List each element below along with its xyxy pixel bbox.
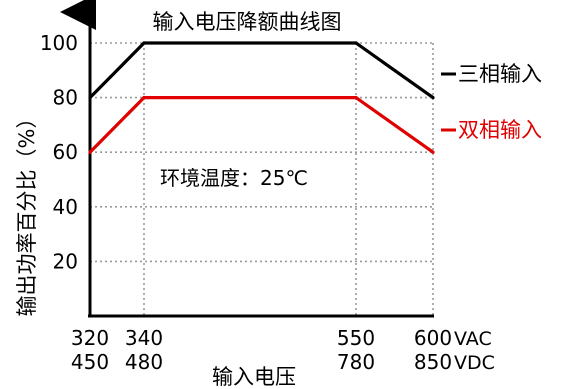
x-tick-label-dc: 480 [125, 350, 163, 374]
legend-label-two-phase: 双相输入 [458, 118, 542, 142]
series-line-0 [88, 41, 434, 99]
data-point [88, 96, 92, 100]
legend-label-three-phase: 三相输入 [458, 62, 542, 86]
data-point [354, 96, 358, 100]
series-line-1 [88, 95, 434, 154]
y-tick-label: 80 [53, 86, 78, 110]
data-point [88, 150, 92, 154]
x-unit-ac: VAC [454, 328, 492, 350]
x-tick-label: 600 [414, 326, 452, 350]
x-tick-label-dc: 780 [337, 350, 375, 374]
x-axis-label: 输入电压 [212, 365, 296, 389]
x-tick-label: 550 [337, 326, 375, 350]
x-tick-label-dc: 850 [414, 350, 452, 374]
data-point [142, 41, 146, 45]
data-point [431, 150, 435, 154]
y-tick-labels: 20 40 60 80 100 [40, 31, 78, 273]
data-point [354, 41, 358, 45]
x-unit-dc: VDC [454, 352, 495, 374]
y-axis-label: 输出功率百分比（%） [15, 108, 39, 317]
x-tick-label: 340 [125, 326, 163, 350]
y-tick-label: 40 [53, 195, 78, 219]
y-tick-label: 100 [40, 31, 78, 55]
y-tick-label: 60 [53, 140, 78, 164]
x-tick-label-dc: 450 [71, 350, 109, 374]
x-tick-label: 320 [71, 326, 109, 350]
data-point [431, 96, 435, 100]
series-layer [88, 41, 435, 154]
temperature-annotation: 环境温度：25℃ [160, 166, 308, 190]
data-point [142, 96, 146, 100]
y-tick-label: 20 [53, 249, 78, 273]
chart-title: 输入电压降额曲线图 [153, 10, 342, 34]
